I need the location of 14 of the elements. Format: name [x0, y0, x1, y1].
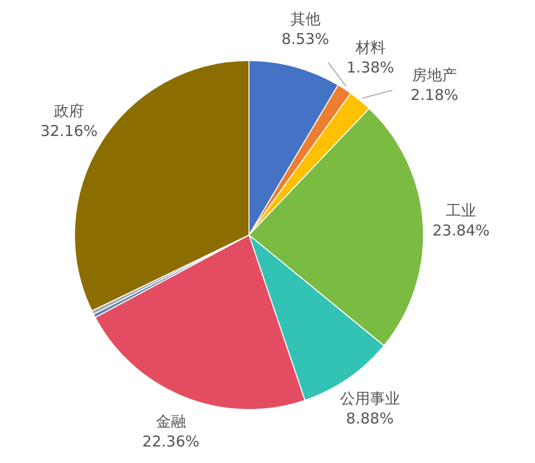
data-label: 32.16%: [40, 122, 98, 140]
data-label: 8.88%: [346, 410, 394, 428]
slice-label: 其他: [290, 10, 320, 28]
slice-label: 工业: [446, 202, 476, 220]
slice-label: 金融: [156, 412, 186, 431]
slice-label: 公用事业: [340, 390, 400, 408]
slice-label: 房地产: [412, 66, 457, 84]
data-label: 23.84%: [432, 222, 490, 240]
data-label: 8.53%: [281, 30, 330, 48]
data-label: 2.18%: [410, 86, 458, 104]
slice-label: 材料: [354, 38, 386, 57]
slice-label: 政府: [54, 102, 84, 120]
data-label: 1.38%: [346, 58, 394, 77]
data-label: 22.36%: [142, 432, 200, 451]
